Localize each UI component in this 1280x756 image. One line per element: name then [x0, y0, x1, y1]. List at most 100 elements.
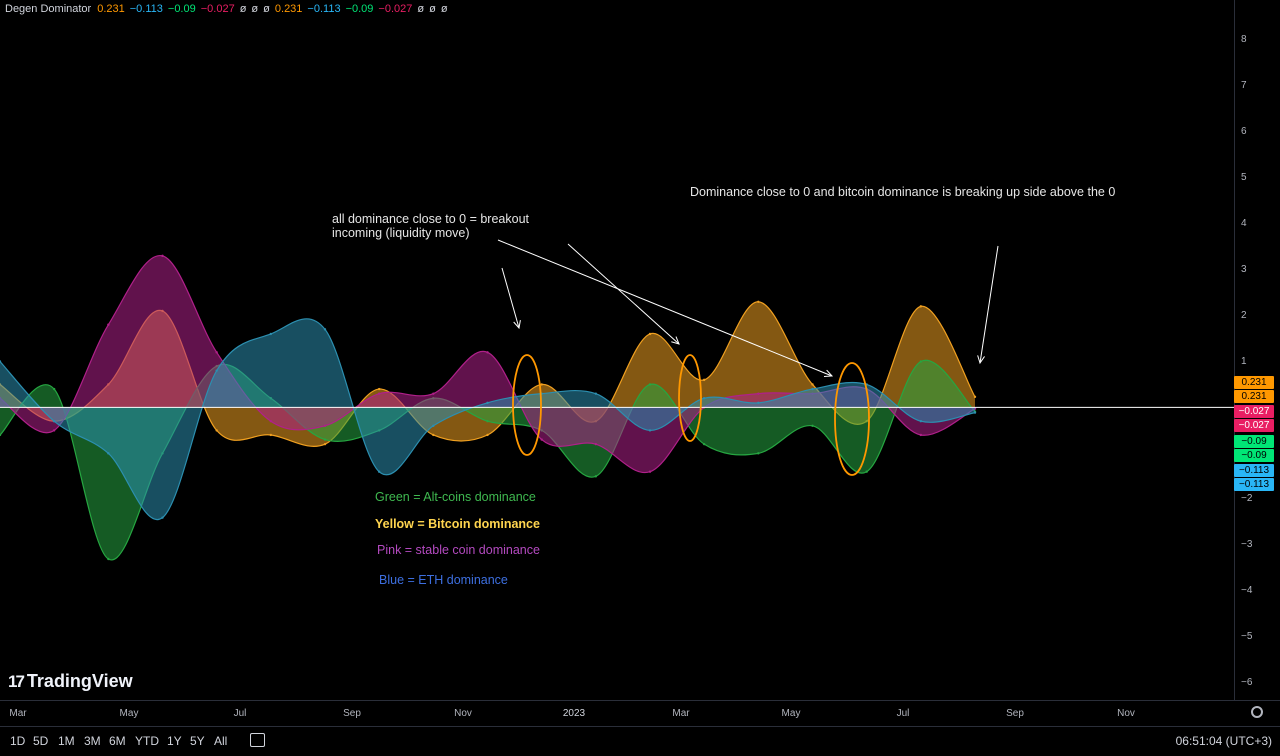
- key-pink: Pink = stable coin dominance: [377, 543, 540, 557]
- data-point: [594, 475, 598, 478]
- data-point: [919, 433, 923, 437]
- data-point: [757, 300, 760, 303]
- highlight-ellipse: [834, 362, 870, 476]
- indicator-value-3: −0.027: [200, 3, 235, 15]
- data-point: [0, 433, 2, 437]
- indicator-value-8: −0.113: [307, 3, 341, 15]
- indicator-value-6: ø: [263, 3, 270, 15]
- data-point: [702, 397, 706, 400]
- x-tick-label: 2023: [562, 708, 586, 719]
- settings-icon[interactable]: [1251, 706, 1263, 718]
- data-point: [811, 387, 814, 391]
- y-tick-label: −4: [1241, 585, 1253, 597]
- data-point: [919, 420, 923, 423]
- chart-pane[interactable]: Degen Dominator 0.231 −0.113 −0.09 −0.027 ø ø ø…: [0, 0, 1234, 700]
- data-point: [269, 433, 273, 437]
- annotation-arrow: [977, 245, 999, 365]
- y-tick-label: −2: [1241, 493, 1253, 505]
- data-point: [919, 360, 923, 363]
- data-point: [648, 383, 652, 386]
- y-tick-label: −6: [1241, 677, 1253, 688]
- series-eth-dominance: [0, 318, 977, 521]
- tradingview-logo: 17 TradingView: [8, 671, 133, 692]
- tradingview-logo-icon: 17: [8, 672, 25, 691]
- x-tick-label: Sep: [343, 708, 361, 719]
- data-point: [107, 557, 110, 561]
- key-green: Green = Alt-coins dominance: [375, 490, 536, 504]
- indicator-value-11: ø: [417, 3, 425, 15]
- data-point: [269, 420, 273, 423]
- value-badge: −0.113: [1234, 478, 1274, 491]
- series-line: [0, 318, 976, 521]
- data-point: [486, 401, 489, 405]
- highlight-ellipse: [678, 354, 702, 442]
- timeframe-ytd[interactable]: YTD: [135, 734, 159, 748]
- data-point: [269, 332, 273, 336]
- indicator-value-4: ø: [239, 3, 247, 15]
- data-point: [648, 332, 652, 336]
- timeframe-6m[interactable]: 6M: [109, 734, 126, 748]
- x-tick-label: Nov: [454, 708, 472, 719]
- tradingview-logo-text: TradingView: [26, 671, 133, 691]
- y-tick-label: 1: [1241, 355, 1247, 367]
- value-badge: −0.027: [1234, 405, 1274, 418]
- value-badge: 0.231: [1234, 376, 1274, 389]
- series-area: [0, 301, 975, 447]
- value-badge: −0.09: [1234, 435, 1274, 448]
- data-point: [0, 360, 2, 363]
- indicator-title: Degen Dominator: [5, 3, 92, 15]
- data-point: [973, 411, 977, 414]
- date-range-icon[interactable]: [250, 733, 265, 747]
- indicator-value-13: ø: [440, 3, 448, 15]
- x-tick-label: Nov: [1117, 708, 1135, 719]
- indicator-values: 0.231 −0.113 −0.09 −0.027 ø ø ø 0.231 −0.113 −0.0…: [97, 3, 452, 15]
- timeframe-3m[interactable]: 3M: [84, 734, 101, 748]
- indicator-legend[interactable]: Degen Dominator 0.231 −0.113 −0.09 −0.027 ø ø ø…: [5, 3, 453, 15]
- indicator-value-0: 0.231: [97, 3, 125, 15]
- time-axis[interactable]: Mar May Jul Sep Nov 2023 Mar May Jul Sep Nov: [0, 700, 1280, 726]
- series-area: [0, 360, 975, 560]
- price-axis[interactable]: 8 7 6 5 4 3 2 1 −2 −3 −4 −5 −6: [1234, 0, 1280, 700]
- data-point: [486, 351, 489, 354]
- timeframe-5y[interactable]: 5Y: [190, 734, 205, 748]
- value-badge: −0.113: [1234, 464, 1274, 477]
- data-point: [594, 392, 598, 395]
- y-tick-label: 2: [1241, 309, 1247, 321]
- bottom-toolbar: 1D 5D 1M 3M 6M YTD 1Y 5Y All 06:51:04 (UTC+3): [0, 726, 1280, 756]
- data-point: [865, 470, 868, 473]
- data-point: [432, 433, 435, 437]
- timeframe-5d[interactable]: 5D: [33, 734, 49, 748]
- data-point: [161, 516, 164, 519]
- data-point: [648, 429, 652, 432]
- data-point: [215, 369, 218, 372]
- data-point: [702, 442, 706, 446]
- indicator-value-1: −0.113: [129, 3, 163, 15]
- data-point: [432, 424, 435, 427]
- timeframe-1m[interactable]: 1M: [58, 734, 75, 748]
- clock[interactable]: 06:51:04 (UTC+3): [1175, 734, 1272, 748]
- timeframe-1d[interactable]: 1D: [10, 734, 26, 748]
- data-point: [323, 424, 327, 427]
- timeframe-all[interactable]: All: [214, 734, 228, 748]
- data-point: [215, 351, 218, 354]
- data-point: [107, 452, 110, 455]
- timeframe-1y[interactable]: 1Y: [167, 734, 182, 748]
- y-tick-label: −3: [1241, 539, 1253, 551]
- data-point: [757, 392, 760, 395]
- x-tick-label: Mar: [672, 708, 690, 719]
- data-point: [919, 305, 923, 308]
- value-badge: −0.09: [1234, 449, 1274, 462]
- key-yellow: Yellow = Bitcoin dominance: [375, 517, 540, 531]
- annotation-breakout-line2: incoming (liquidity move): [332, 226, 470, 240]
- data-point: [107, 323, 110, 326]
- data-point: [648, 470, 652, 473]
- data-point: [323, 438, 327, 441]
- data-point: [377, 392, 381, 395]
- highlight-ellipse: [512, 354, 542, 456]
- data-point: [811, 383, 814, 386]
- data-point: [432, 392, 435, 395]
- data-point: [486, 420, 489, 423]
- annotation-arrow: [501, 267, 521, 330]
- key-blue: Blue = ETH dominance: [379, 573, 508, 587]
- series-area: [0, 318, 975, 520]
